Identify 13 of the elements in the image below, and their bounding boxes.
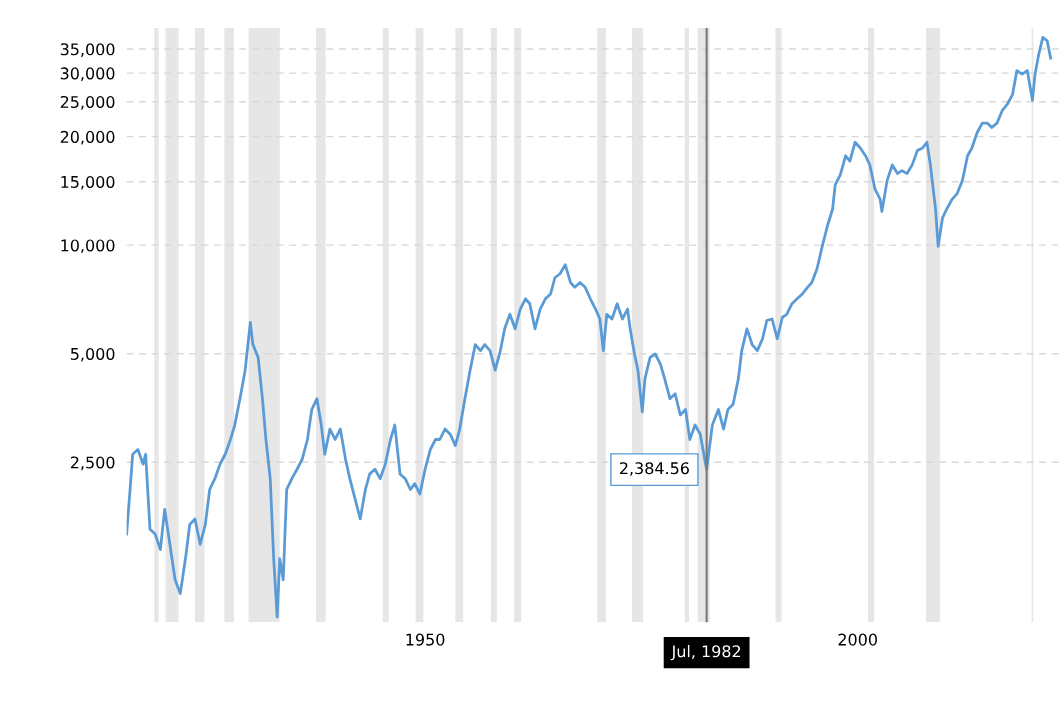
y-tick-label: 5,000 (71, 347, 115, 362)
y-tick-label: 15,000 (61, 175, 115, 190)
ref-line-label: Jul, 1982 (670, 644, 741, 661)
annotation: 2,384.56 (620, 462, 689, 476)
y-tick-label: 20,000 (60, 130, 115, 145)
y-tick-label: 35,000 (60, 43, 115, 57)
y-tick-label: 2,500 (70, 456, 115, 471)
x-tick-label: 2000 (838, 633, 877, 646)
y-tick-label: 10,000 (61, 239, 115, 254)
line-series (126, 36, 1053, 619)
y-tick-label: 25,000 (60, 95, 115, 110)
x-tick-label: 1950 (406, 633, 445, 646)
y-tick-label: 30,000 (60, 67, 115, 82)
